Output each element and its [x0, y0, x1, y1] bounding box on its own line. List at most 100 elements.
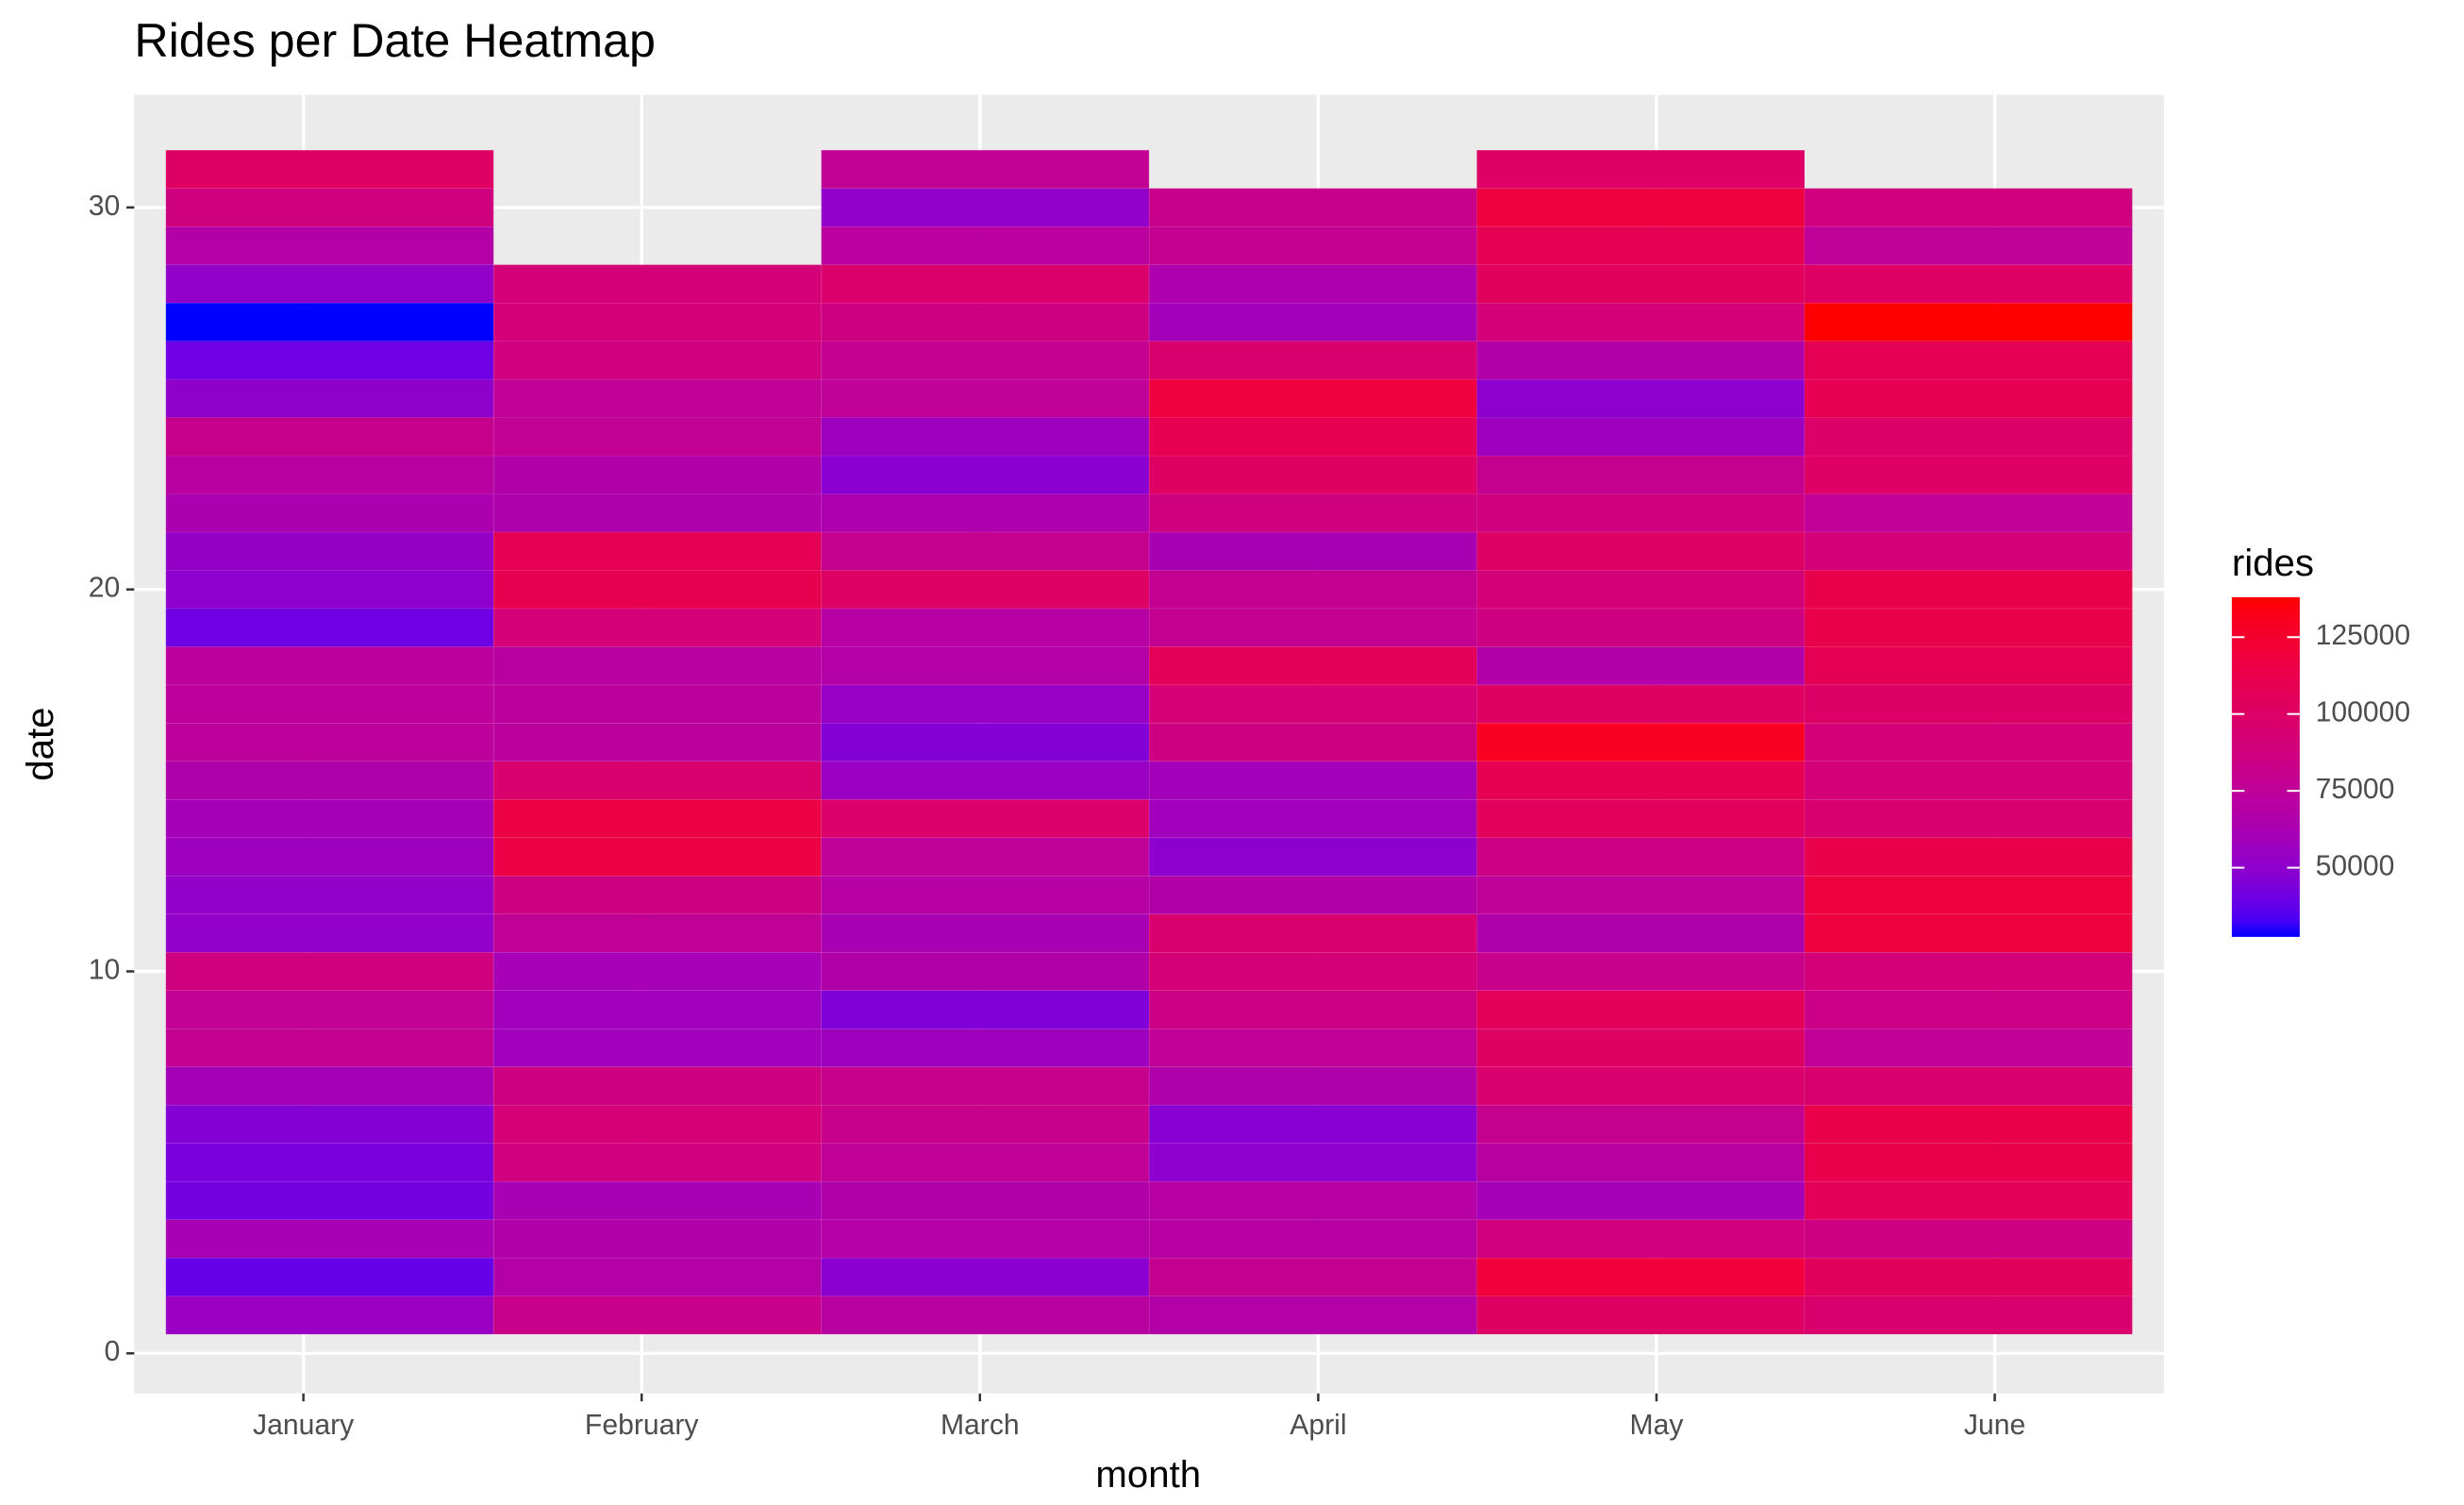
heat-cell	[492, 264, 823, 304]
heat-cell	[1476, 722, 1806, 762]
y-tick-label: 30	[89, 191, 121, 222]
heat-cell	[165, 837, 494, 877]
x-tick-label: May	[1630, 1410, 1684, 1441]
heat-cell	[1476, 1066, 1806, 1106]
heat-cell	[1804, 1180, 2133, 1221]
heat-cell	[1476, 1296, 1806, 1335]
heat-cell	[821, 264, 1150, 304]
heat-cell	[821, 226, 1150, 266]
heat-cell	[1148, 837, 1477, 877]
heat-cell	[1804, 1257, 2133, 1296]
heat-cell	[492, 570, 823, 610]
heat-cell	[1804, 226, 2133, 266]
heat-cell	[1476, 188, 1806, 227]
heat-cell	[821, 1257, 1150, 1296]
heat-cell	[1804, 570, 2133, 610]
heat-cell	[821, 341, 1150, 380]
heat-cell	[1476, 570, 1806, 610]
heat-cell	[492, 417, 823, 457]
heat-cell	[1804, 1104, 2133, 1145]
heat-cell	[492, 1296, 823, 1335]
heat-cell	[1804, 302, 2133, 342]
heat-cell	[1476, 341, 1806, 380]
heat-cell	[1476, 913, 1806, 953]
heat-cell	[1476, 837, 1806, 877]
heat-cell	[1476, 684, 1806, 724]
heat-cell	[1148, 378, 1477, 418]
heat-cell	[492, 1219, 823, 1259]
heat-cell	[821, 645, 1150, 686]
heat-cell	[821, 417, 1150, 457]
heat-cell	[1804, 1028, 2133, 1068]
heat-cell	[1148, 1104, 1477, 1145]
heat-cell	[492, 722, 823, 762]
heat-cell	[1148, 875, 1477, 915]
heat-cell	[1148, 493, 1477, 533]
heat-cell	[821, 913, 1150, 953]
heat-cell	[1804, 1143, 2133, 1182]
heat-cell	[1476, 302, 1806, 342]
y-axis-title: date	[19, 708, 61, 781]
y-tick-label: 20	[89, 573, 121, 604]
heat-cell	[1148, 188, 1477, 227]
heat-cell	[821, 1296, 1150, 1335]
heat-cell	[1804, 798, 2133, 839]
x-tick-label: March	[941, 1410, 1020, 1441]
heat-cell	[165, 149, 494, 190]
heat-cell	[1148, 951, 1477, 992]
heat-cell	[1148, 417, 1477, 457]
heat-cell	[492, 1028, 823, 1068]
heat-cell	[1148, 913, 1477, 953]
heat-cell	[1804, 645, 2133, 686]
heat-cell	[1804, 761, 2133, 800]
heat-cell	[165, 951, 494, 992]
heat-cell	[821, 1066, 1150, 1106]
heat-cell	[165, 531, 494, 571]
heat-cell	[821, 188, 1150, 227]
heat-cell	[165, 417, 494, 457]
heat-cell	[821, 1219, 1150, 1259]
heat-cell	[821, 875, 1150, 915]
heat-cell	[1476, 531, 1806, 571]
heat-cell	[1476, 1143, 1806, 1182]
y-tick-label: 0	[104, 1336, 120, 1367]
heat-cell	[1148, 645, 1477, 686]
heat-cell	[1148, 1296, 1477, 1335]
heat-cell	[492, 608, 823, 647]
colorbar-label: 50000	[2316, 851, 2395, 882]
heat-cell	[1148, 455, 1477, 494]
heat-cell	[1804, 913, 2133, 953]
heat-cell	[492, 837, 823, 877]
heat-cell	[1148, 302, 1477, 342]
heat-cell	[1804, 417, 2133, 457]
heat-cell	[165, 341, 494, 380]
heat-cell	[821, 378, 1150, 418]
heat-cell	[492, 302, 823, 342]
heat-cell	[1476, 226, 1806, 266]
heat-cell	[165, 798, 494, 839]
heat-cell	[1804, 1066, 2133, 1106]
heat-cell	[165, 1219, 494, 1259]
heat-cell	[165, 722, 494, 762]
heat-cell	[492, 455, 823, 494]
heat-cell	[1804, 1219, 2133, 1259]
chart-title: Rides per Date Heatmap	[134, 14, 656, 67]
heat-cell	[821, 570, 1150, 610]
heat-cell	[165, 1028, 494, 1068]
heat-cell	[821, 722, 1150, 762]
heat-cell	[1148, 1219, 1477, 1259]
heat-cell	[821, 531, 1150, 571]
heat-cell	[165, 1066, 494, 1106]
legend-title: rides	[2232, 542, 2314, 584]
heat-cell	[1804, 188, 2133, 227]
heat-cell	[1804, 684, 2133, 724]
heat-cell	[821, 608, 1150, 647]
heat-cell	[1804, 837, 2133, 877]
heat-cell	[1476, 990, 1806, 1029]
heat-cell	[165, 264, 494, 304]
heat-cell	[821, 761, 1150, 800]
heat-cell	[492, 990, 823, 1029]
heat-cell	[1148, 990, 1477, 1029]
x-tick-label: June	[1964, 1410, 2025, 1441]
heat-cell	[1476, 417, 1806, 457]
